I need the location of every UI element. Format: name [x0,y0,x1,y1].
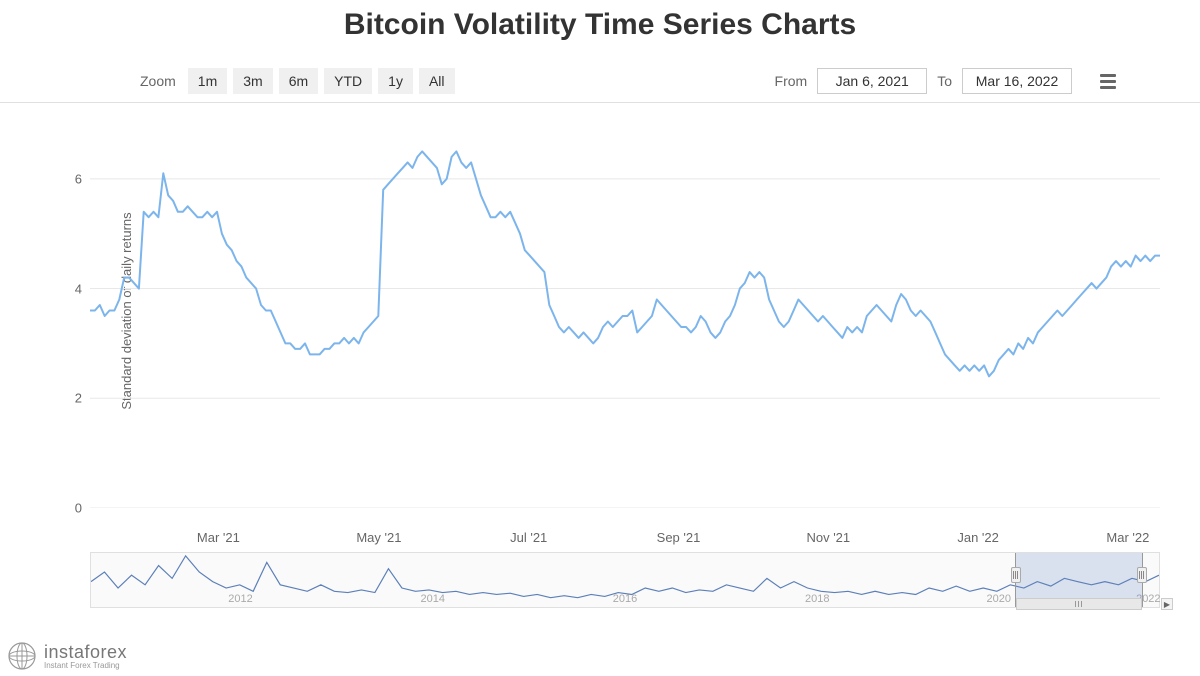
x-tick-label: Jul '21 [510,530,547,545]
watermark-tagline: Instant Forex Trading [44,661,127,670]
x-tick-label: Nov '21 [806,530,850,545]
navigator-year-label: 2020 [987,593,1011,605]
zoom-3m-button[interactable]: 3m [233,68,272,94]
navigator-handle-right[interactable] [1137,567,1147,583]
chart-plot[interactable] [90,113,1160,508]
zoom-1y-button[interactable]: 1y [378,68,413,94]
to-date-input[interactable] [962,68,1072,94]
zoom-group: Zoom 1m 3m 6m YTD 1y All [140,68,455,94]
y-tick-label: 0 [75,501,82,516]
zoom-6m-button[interactable]: 6m [279,68,318,94]
navigator-year-label: 2016 [613,593,637,605]
x-tick-label: Mar '21 [197,530,240,545]
navigator-handle-left[interactable] [1011,567,1021,583]
navigator-year-label: 2014 [421,593,445,605]
globe-icon [6,640,38,672]
from-label: From [775,73,808,89]
y-tick-label: 6 [75,171,82,186]
controls-bar: Zoom 1m 3m 6m YTD 1y All From To [0,60,1200,103]
watermark: instaforex Instant Forex Trading [0,634,141,676]
menu-icon[interactable] [1096,70,1120,93]
x-tick-label: Jan '22 [957,530,999,545]
x-tick-label: Sep '21 [657,530,701,545]
zoom-1m-button[interactable]: 1m [188,68,227,94]
zoom-ytd-button[interactable]: YTD [324,68,372,94]
chart-title: Bitcoin Volatility Time Series Charts [0,0,1200,60]
y-tick-label: 2 [75,391,82,406]
y-axis-ticks: 0246 [60,113,90,508]
x-tick-label: Mar '22 [1106,530,1149,545]
navigator: 201220142016201820202022 ▶ [90,552,1160,608]
from-date-input[interactable] [817,68,927,94]
date-range-group: From To [775,68,1120,94]
navigator-year-label: 2012 [228,593,252,605]
zoom-label: Zoom [140,73,176,89]
main-chart: Standard deviation of daily returns 0246… [90,113,1160,508]
navigator-arrow-right[interactable]: ▶ [1161,598,1173,610]
watermark-brand: instaforex [44,642,127,663]
navigator-selection[interactable] [1015,553,1143,607]
x-tick-label: May '21 [356,530,401,545]
y-tick-label: 4 [75,281,82,296]
to-label: To [937,73,952,89]
navigator-scrollbar[interactable] [1016,598,1142,610]
zoom-all-button[interactable]: All [419,68,455,94]
navigator-year-label: 2018 [805,593,829,605]
